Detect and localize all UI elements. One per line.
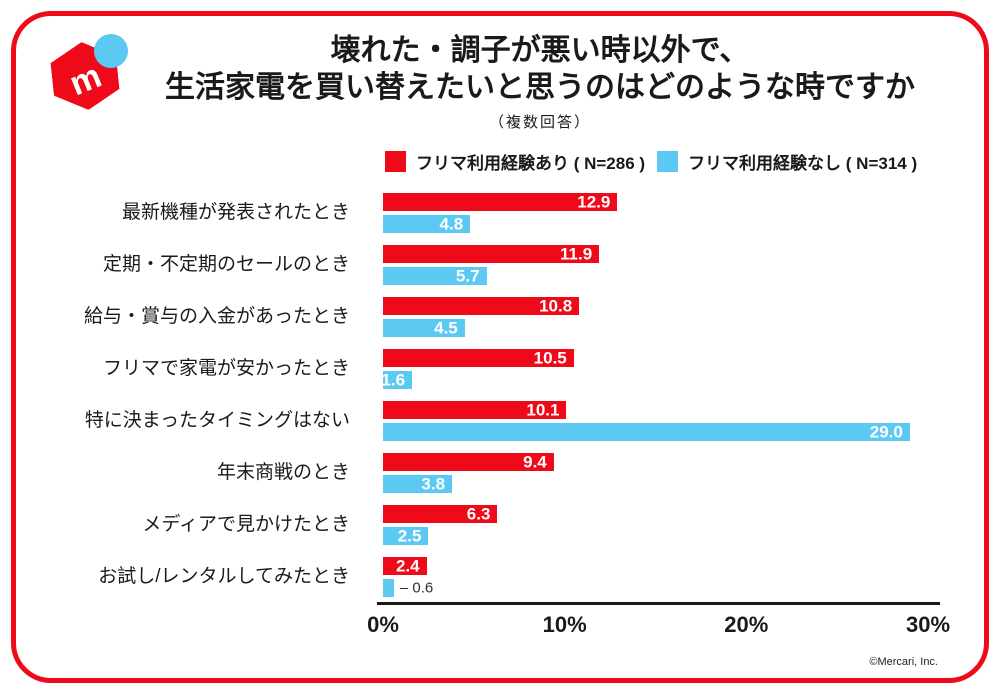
category-label: 年末商戦のとき bbox=[216, 462, 350, 483]
bar-value-label: 2.5 bbox=[397, 526, 422, 546]
bar-inexperienced: 3.8 bbox=[383, 474, 453, 494]
bar-inexperienced: 5.7 bbox=[383, 267, 487, 285]
x-axis-tick: 0% bbox=[367, 612, 399, 637]
bar-value-label: 10.5 bbox=[533, 348, 567, 368]
chart-row: お試し/レンタルしてみたとき 2.4 – 0.6 bbox=[30, 557, 928, 609]
x-axis-tick: 20% bbox=[724, 612, 769, 637]
bar-group: 10.1 29.0 bbox=[383, 401, 928, 453]
legend-label: フリマ利用経験なし ( N=314 ) bbox=[688, 154, 918, 173]
subtitle-multiple-answers: （複数回答） bbox=[488, 114, 591, 131]
legend-item-inexperienced: フリマ利用経験なし ( N=314 ) bbox=[657, 149, 917, 174]
mercari-logo: m bbox=[52, 34, 130, 112]
chart-row: 年末商戦のとき 9.4 3.8 bbox=[30, 453, 928, 505]
header: 壊れた・調子が悪い時以外で、 生活家電を買い替えたいと思うのはどのような時ですか… bbox=[120, 32, 960, 132]
bar-value-label: – 0.6 bbox=[399, 579, 434, 597]
legend-swatch-experienced bbox=[385, 151, 406, 172]
chart-row: 最新機種が発表されたとき 12.9 4.8 bbox=[30, 193, 928, 245]
bar-experienced: 10.5 bbox=[383, 349, 574, 367]
logo-blue-dot-icon bbox=[94, 34, 128, 68]
bar-value-label: 9.4 bbox=[523, 452, 547, 472]
bar-value-label: 3.8 bbox=[421, 474, 446, 494]
x-axis-tick: 10% bbox=[542, 612, 587, 637]
bar-value-label: 5.7 bbox=[455, 266, 480, 286]
category-label: 特に決まったタイミングはない bbox=[84, 410, 350, 431]
bar-group: 10.5 1.6 bbox=[381, 349, 928, 401]
logo-m-letter: m bbox=[64, 56, 107, 104]
chart-row: 特に決まったタイミングはない 10.1 29.0 bbox=[30, 401, 928, 453]
bar-value-label: 6.3 bbox=[466, 504, 491, 524]
bar-group: 6.3 2.5 bbox=[383, 505, 928, 557]
page-title-line1: 壊れた・調子が悪い時以外で、 bbox=[330, 34, 750, 67]
bar-experienced: 12.9 bbox=[383, 192, 618, 212]
bar-inexperienced: 29.0 bbox=[383, 423, 910, 441]
bar-chart: 最新機種が発表されたとき 12.9 4.8 定期・不定期のセールのとき 11.9 5.7 給… bbox=[30, 193, 928, 609]
category-label: フリマで家電が安かったとき bbox=[102, 358, 350, 379]
category-label: 給与・賞与の入金があったとき bbox=[83, 306, 350, 327]
x-axis-tick: 30% bbox=[905, 612, 951, 637]
bar-inexperienced: 4.8 bbox=[383, 214, 471, 234]
bar-value-label: 4.8 bbox=[439, 214, 464, 234]
copyright: ©Mercari, Inc. bbox=[869, 656, 938, 668]
x-axis-line bbox=[377, 602, 940, 605]
bar-value-label: 4.5 bbox=[434, 318, 458, 338]
bar-experienced: 9.4 bbox=[383, 453, 554, 471]
bar-group: 10.8 4.5 bbox=[383, 297, 928, 349]
bar-experienced: 10.1 bbox=[383, 400, 567, 420]
category-label: お試し/レンタルしてみたとき bbox=[98, 566, 350, 587]
bar-group: 2.4 – 0.6 bbox=[383, 557, 928, 609]
bar-value-label: 29.0 bbox=[869, 422, 903, 442]
legend-item-experienced: フリマ利用経験あり ( N=286 ) bbox=[385, 149, 645, 174]
chart-row: 給与・賞与の入金があったとき 10.8 4.5 bbox=[30, 297, 928, 349]
page-title-line2: 生活家電を買い替えたいと思うのはどのような時ですか bbox=[165, 71, 915, 104]
chart-row: メディアで見かけたとき 6.3 2.5 bbox=[30, 505, 928, 557]
bar-group: 11.9 5.7 bbox=[383, 245, 928, 297]
bar-value-label: 2.4 bbox=[395, 556, 420, 576]
chart-row: フリマで家電が安かったとき 10.5 1.6 bbox=[30, 349, 928, 401]
bar-group: 12.9 4.8 bbox=[383, 193, 928, 245]
category-label: メディアで見かけたとき bbox=[142, 514, 350, 535]
chart-row: 定期・不定期のセールのとき 11.9 5.7 bbox=[30, 245, 928, 297]
bar-inexperienced: 4.5 bbox=[383, 319, 465, 337]
bar-value-label: 12.9 bbox=[577, 192, 611, 212]
legend: フリマ利用経験あり ( N=286 ) フリマ利用経験なし ( N=314 ) bbox=[385, 149, 917, 174]
bar-experienced: 2.4 bbox=[383, 557, 427, 575]
bar-value-label: 1.6 bbox=[381, 370, 406, 390]
bar-experienced: 10.8 bbox=[383, 296, 580, 316]
bar-value-label: 11.9 bbox=[560, 244, 593, 264]
category-label: 最新機種が発表されたとき bbox=[121, 202, 350, 223]
bar-inexperienced: – 0.6 bbox=[383, 579, 433, 597]
bar-value-label: 10.8 bbox=[539, 296, 573, 316]
bar-inexperienced: 2.5 bbox=[383, 526, 429, 546]
bar-inexperienced: 1.6 bbox=[381, 370, 413, 390]
bar-value-label: 10.1 bbox=[526, 400, 560, 420]
bar-group: 9.4 3.8 bbox=[383, 453, 928, 505]
x-axis-ticks: 0% 10% 20% 30% bbox=[367, 612, 950, 640]
category-label: 定期・不定期のセールのとき bbox=[102, 254, 350, 275]
legend-label: フリマ利用経験あり ( N=286 ) bbox=[416, 154, 646, 173]
bar-experienced: 6.3 bbox=[383, 504, 498, 524]
legend-swatch-inexperienced bbox=[657, 151, 679, 172]
bar-experienced: 11.9 bbox=[383, 244, 600, 264]
